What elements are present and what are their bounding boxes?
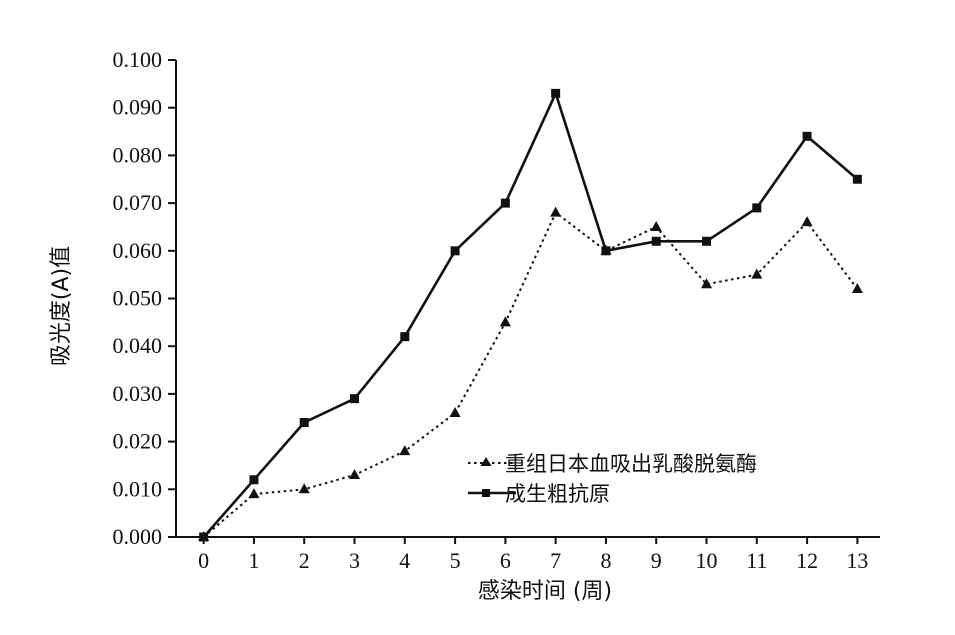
x-tick-label: 12 xyxy=(796,548,818,573)
series-line-2 xyxy=(202,92,859,538)
y-tick-label: 0.080 xyxy=(113,142,163,167)
data-point xyxy=(752,203,762,213)
data-point xyxy=(650,220,662,231)
y-tick-label: 0.000 xyxy=(113,524,163,549)
y-tick-label: 0.070 xyxy=(113,190,163,215)
x-tick-label: 5 xyxy=(450,548,461,573)
legend-swatch-marker-series-1 xyxy=(480,457,492,466)
series-2 xyxy=(199,88,862,542)
y-tick-label: 0.090 xyxy=(113,95,163,120)
data-point xyxy=(349,468,361,479)
data-point xyxy=(350,394,360,404)
legend-item-series-1: 重组日本血吸出乳酸脱氨酶 xyxy=(468,452,757,476)
data-point xyxy=(851,282,863,293)
x-axis-title: 感染时间 (周) xyxy=(478,579,612,604)
series-1 xyxy=(198,206,863,541)
x-tick-label: 8 xyxy=(600,548,611,573)
data-point xyxy=(450,246,460,256)
data-point xyxy=(751,268,763,279)
y-tick-label: 0.060 xyxy=(113,238,163,263)
x-tick-label: 10 xyxy=(696,548,718,573)
x-tick-label: 3 xyxy=(349,548,360,573)
x-tick-label: 7 xyxy=(550,548,561,573)
data-point xyxy=(551,88,561,98)
series-line-1 xyxy=(203,211,859,538)
data-point xyxy=(702,236,712,246)
data-point xyxy=(852,174,862,184)
y-tick-label: 0.040 xyxy=(113,333,163,358)
x-axis-ticks: 0 1 2 3 4 5 6 7 8 9 10 11 12 13 xyxy=(198,537,868,573)
x-tick-label: 11 xyxy=(746,548,767,573)
data-point xyxy=(550,206,562,217)
x-tick-label: 4 xyxy=(399,548,410,573)
x-tick-label: 9 xyxy=(651,548,662,573)
x-tick-label: 1 xyxy=(248,548,259,573)
y-axis-ticks: 0.000 0.010 0.020 0.030 0.040 0.050 0.060 0.070… xyxy=(113,47,176,549)
data-point xyxy=(801,216,813,227)
data-point xyxy=(298,483,310,494)
data-point xyxy=(299,418,309,428)
legend-swatch-marker-series-2 xyxy=(482,489,490,497)
y-tick-label: 0.010 xyxy=(113,476,163,501)
data-point xyxy=(449,406,461,417)
data-point xyxy=(499,316,511,327)
data-point xyxy=(802,131,812,141)
data-point xyxy=(249,475,259,485)
x-tick-label: 0 xyxy=(198,548,209,573)
legend-label-series-1: 重组日本血吸出乳酸脱氨酶 xyxy=(505,452,757,476)
y-tick-label: 0.100 xyxy=(113,47,163,72)
x-tick-label: 13 xyxy=(846,548,868,573)
data-point xyxy=(651,236,661,246)
x-tick-label: 2 xyxy=(299,548,310,573)
y-tick-label: 0.020 xyxy=(113,429,163,454)
series-layer xyxy=(198,88,863,542)
data-point xyxy=(500,198,510,208)
y-axis-title: 吸光度(A)值 xyxy=(49,246,74,366)
y-tick-label: 0.030 xyxy=(113,381,163,406)
data-point xyxy=(601,246,611,256)
legend-label-series-2: 成生粗抗原 xyxy=(505,482,610,506)
data-point xyxy=(701,278,713,289)
data-point xyxy=(248,488,260,499)
data-point xyxy=(400,332,410,342)
x-tick-label: 6 xyxy=(500,548,511,573)
data-point xyxy=(399,445,411,456)
y-tick-label: 0.050 xyxy=(113,286,163,311)
legend-item-series-2: 成生粗抗原 xyxy=(468,482,610,506)
legend: 重组日本血吸出乳酸脱氨酶 成生粗抗原 xyxy=(468,452,757,506)
data-point xyxy=(199,532,209,542)
